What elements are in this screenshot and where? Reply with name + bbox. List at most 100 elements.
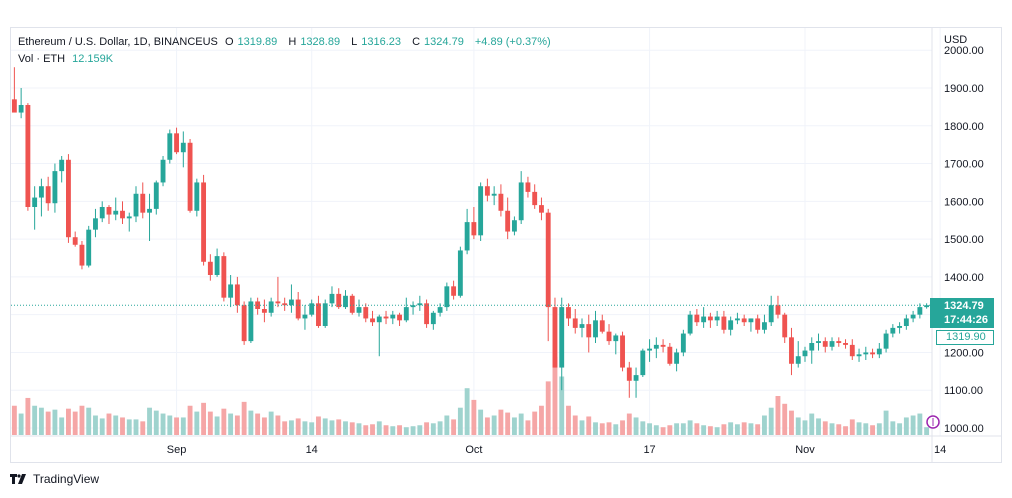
- candle-body: [174, 133, 179, 153]
- candle-body: [910, 314, 916, 319]
- candle-body: [836, 341, 842, 343]
- volume-bar: [376, 421, 382, 435]
- candle-body: [579, 324, 585, 328]
- volume-bar: [484, 417, 490, 435]
- volume-bar: [532, 411, 538, 435]
- candle-body: [316, 303, 321, 326]
- volume-bar: [660, 427, 666, 435]
- volume-bar: [728, 422, 734, 435]
- candle-body: [707, 316, 713, 321]
- candle-body: [444, 286, 450, 308]
- volume-bar: [552, 357, 558, 435]
- candle-body: [282, 303, 288, 306]
- volume-bar: [343, 421, 348, 435]
- x-tick-label: 17: [643, 444, 655, 456]
- volume-bar: [687, 420, 693, 435]
- candle-body: [370, 318, 375, 323]
- candle-body: [518, 182, 524, 221]
- volume-bar: [79, 405, 85, 435]
- volume-bar: [383, 425, 389, 435]
- volume-bar: [295, 418, 301, 435]
- volume-bar: [478, 409, 484, 435]
- volume-bar: [680, 423, 686, 435]
- volume-bar: [626, 413, 632, 435]
- volume-bar: [437, 421, 443, 435]
- volume-bar: [160, 413, 166, 435]
- candle-body: [566, 307, 571, 319]
- candle-body: [18, 105, 24, 113]
- candle-body: [545, 212, 551, 308]
- volume-bar: [424, 422, 430, 435]
- volume-bar: [221, 408, 227, 435]
- high-value: 1328.89: [300, 36, 341, 48]
- candle-body: [207, 261, 213, 275]
- candle-body: [532, 191, 538, 206]
- candle-body: [410, 305, 416, 308]
- candle-body: [390, 314, 396, 319]
- volume-bar: [18, 413, 24, 435]
- volume-bar: [836, 424, 842, 435]
- volume-bar: [167, 415, 173, 435]
- volume-bar: [275, 415, 281, 435]
- candle-body: [599, 320, 605, 332]
- candle-body: [768, 305, 774, 323]
- volume-bar: [59, 417, 65, 435]
- candle-body: [903, 318, 909, 326]
- volume-bar: [633, 417, 639, 435]
- volume-bar: [336, 419, 342, 435]
- volume-bar: [282, 421, 288, 435]
- change-value: +4.89 (+0.37%): [474, 36, 551, 48]
- currency-label[interactable]: USD: [944, 34, 968, 46]
- volume-bar: [762, 415, 767, 435]
- volume-bar: [518, 413, 524, 435]
- candle-body: [478, 186, 484, 236]
- volume-bar: [390, 426, 396, 435]
- candle-body: [66, 159, 71, 238]
- candle-body: [25, 105, 31, 207]
- candle-body: [498, 193, 504, 211]
- candle-body: [491, 193, 497, 196]
- volume-bar: [316, 416, 321, 435]
- candle-body: [471, 222, 477, 236]
- volume-bar: [640, 421, 646, 435]
- volume-bar: [701, 425, 707, 435]
- candle-body: [383, 316, 389, 319]
- volume-bar: [876, 423, 882, 435]
- candle-body: [626, 367, 632, 381]
- candle-body: [539, 205, 544, 213]
- candle-body: [633, 375, 639, 381]
- volume-label[interactable]: Vol · ETH: [18, 53, 66, 65]
- candle-body: [613, 335, 619, 342]
- candle-body: [356, 307, 362, 313]
- high-label: H: [288, 36, 297, 48]
- candle-body: [782, 314, 788, 338]
- candle-body: [147, 208, 152, 213]
- tradingview-logo[interactable]: TradingView: [10, 472, 99, 486]
- candle-body: [701, 316, 707, 323]
- volume-bar: [667, 425, 673, 435]
- volume-bar: [606, 422, 612, 435]
- volume-bar: [559, 376, 565, 435]
- candle-body: [167, 133, 173, 160]
- volume-bar: [444, 415, 450, 435]
- volume-bar: [809, 413, 815, 435]
- candle-body: [275, 301, 281, 304]
- candle-body: [559, 307, 565, 368]
- volume-bar: [849, 419, 855, 435]
- volume-bar: [72, 411, 78, 435]
- series-group: [11, 67, 930, 435]
- close-label: C: [412, 36, 421, 48]
- volume-bar: [593, 422, 598, 435]
- candle-body: [180, 142, 186, 153]
- candle-body: [660, 344, 666, 347]
- symbol-title[interactable]: Ethereum / U.S. Dollar, 1D, BINANCEUS: [18, 36, 218, 48]
- volume-bar: [748, 423, 754, 435]
- volume-bar: [133, 419, 139, 435]
- candle-body: [329, 293, 335, 304]
- volume-bar: [255, 413, 261, 435]
- volume-bar: [647, 423, 653, 435]
- candle-body: [79, 244, 85, 266]
- volume-bar: [897, 423, 903, 435]
